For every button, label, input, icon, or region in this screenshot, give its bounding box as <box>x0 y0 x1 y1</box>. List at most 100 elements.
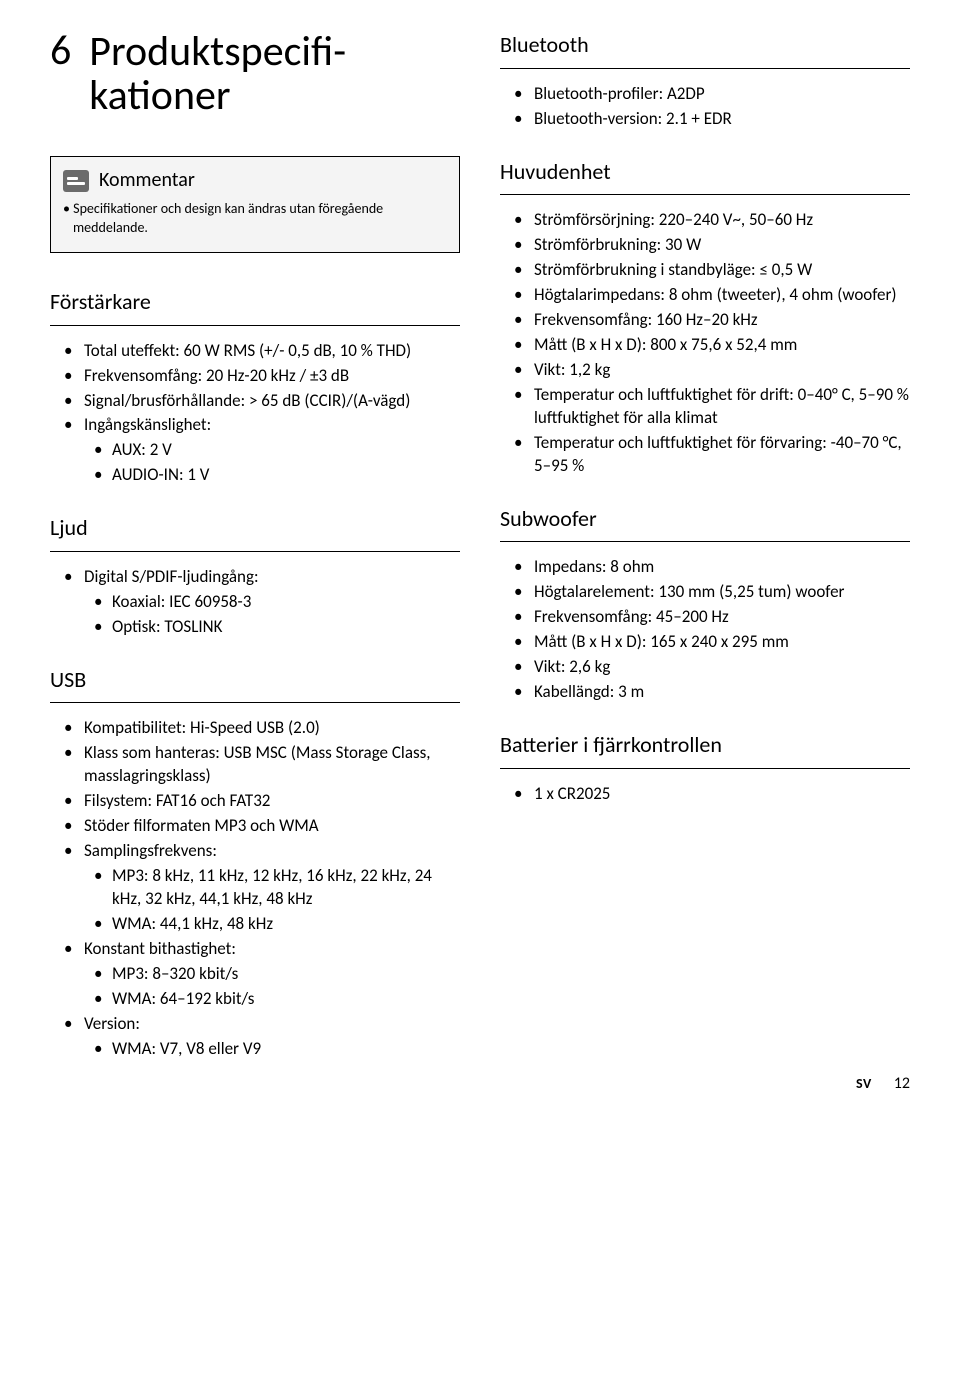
spec-item: Vikt: 2,6 kg <box>500 656 910 679</box>
spec-subitem: Koaxial: IEC 60958-3 <box>84 591 460 614</box>
section-rule <box>500 541 910 542</box>
spec-item: Högtalarelement: 130 mm (5,25 tum) woofe… <box>500 581 910 604</box>
spec-sublist: WMA: V7, V8 eller V9 <box>84 1038 460 1061</box>
spec-item: Kompatibilitet: Hi-Speed USB (2.0) <box>50 717 460 740</box>
spec-item-text: Högtalarelement: 130 mm (5,25 tum) woofe… <box>534 581 844 602</box>
spec-item: Temperatur och luftfuktighet för förvari… <box>500 432 910 478</box>
spec-list: Bluetooth-profiler: A2DP Bluetooth-versio… <box>500 83 910 131</box>
spec-subitem: AUX: 2 V <box>84 439 460 462</box>
section-title: Bluetooth <box>500 30 910 60</box>
spec-item-text: Bluetooth-profiler: A2DP <box>534 83 705 104</box>
spec-item-text: Strömförbrukning i standbyläge: ≤ 0,5 W <box>534 259 812 280</box>
page-footer: SV 12 <box>856 1073 910 1095</box>
note-title: Kommentar <box>99 167 195 194</box>
footer-lang: SV <box>856 1075 872 1094</box>
spec-item: Strömförbrukning: 30 W <box>500 234 910 257</box>
spec-item: Total uteffekt: 60 W RMS (+/- 0,5 dB, 10… <box>50 340 460 363</box>
section-title: Subwoofer <box>500 504 910 534</box>
spec-subitem: Optisk: TOSLINK <box>84 616 460 639</box>
spec-item-text: 1 x CR2025 <box>534 783 610 804</box>
spec-list: Digital S/PDIF-ljudingång: Koaxial: IEC 6… <box>50 566 460 639</box>
spec-subitem: WMA: 44,1 kHz, 48 kHz <box>84 913 460 936</box>
section-title: Huvudenhet <box>500 157 910 187</box>
section-rule <box>500 68 910 69</box>
spec-item-text: Konstant bithastighet: <box>84 938 236 959</box>
note-text: Specifikationer och design kan ändras ut… <box>63 200 447 238</box>
spec-item-text: Frekvensomfång: 160 Hz–20 kHz <box>534 309 758 330</box>
chapter-title: Produktspecifi- kationer <box>89 30 346 118</box>
spec-subitem: AUDIO-IN: 1 V <box>84 464 460 487</box>
note-icon <box>63 170 89 192</box>
section-rule <box>500 194 910 195</box>
spec-item: Konstant bithastighet: MP3: 8–320 kbit/sW… <box>50 938 460 1011</box>
spec-item-text: Filsystem: FAT16 och FAT32 <box>84 790 270 811</box>
spec-item: Vikt: 1,2 kg <box>500 359 910 382</box>
spec-item: Mått (B x H x D): 165 x 240 x 295 mm <box>500 631 910 654</box>
section-rule <box>50 702 460 703</box>
section-title: Ljud <box>50 513 460 543</box>
spec-sublist: MP3: 8–320 kbit/sWMA: 64–192 kbit/s <box>84 963 460 1011</box>
chapter-number: 6 <box>50 30 71 72</box>
spec-item: 1 x CR2025 <box>500 783 910 806</box>
section-rule <box>500 768 910 769</box>
spec-item-text: Frekvensomfång: 20 Hz-20 kHz / ±3 dB <box>84 365 349 386</box>
spec-item-text: Signal/brusförhållande: > 65 dB (CCIR)/(… <box>84 390 410 411</box>
spec-item: Samplingsfrekvens: MP3: 8 kHz, 11 kHz, 12… <box>50 840 460 936</box>
spec-item: Strömförsörjning: 220–240 V~, 50–60 Hz <box>500 209 910 232</box>
spec-item: Frekvensomfång: 20 Hz-20 kHz / ±3 dB <box>50 365 460 388</box>
spec-item-text: Impedans: 8 ohm <box>534 556 654 577</box>
section-rule <box>50 551 460 552</box>
spec-item-text: Version: <box>84 1013 140 1034</box>
spec-item: Digital S/PDIF-ljudingång: Koaxial: IEC 6… <box>50 566 460 639</box>
spec-item-text: Kompatibilitet: Hi-Speed USB (2.0) <box>84 717 320 738</box>
spec-sublist: Koaxial: IEC 60958-3Optisk: TOSLINK <box>84 591 460 639</box>
spec-item: Ingångskänslighet: AUX: 2 VAUDIO-IN: 1 V <box>50 414 460 487</box>
spec-item-text: Klass som hanteras: USB MSC (Mass Storag… <box>84 742 431 786</box>
section-title: Batterier i fjärrkontrollen <box>500 730 910 760</box>
footer-page: 12 <box>894 1073 910 1095</box>
chapter-title-line2: kationer <box>89 70 230 121</box>
spec-item: Bluetooth-version: 2.1 + EDR <box>500 108 910 131</box>
spec-item-text: Temperatur och luftfuktighet för förvari… <box>534 432 902 476</box>
spec-subitem: MP3: 8 kHz, 11 kHz, 12 kHz, 16 kHz, 22 k… <box>84 865 460 911</box>
spec-item: Version: WMA: V7, V8 eller V9 <box>50 1013 460 1061</box>
spec-subitem: MP3: 8–320 kbit/s <box>84 963 460 986</box>
spec-item: Impedans: 8 ohm <box>500 556 910 579</box>
spec-item: Stöder filformaten MP3 och WMA <box>50 815 460 838</box>
section-title: Förstärkare <box>50 287 460 317</box>
spec-item-text: Digital S/PDIF-ljudingång: <box>84 566 259 587</box>
spec-item-text: Ingångskänslighet: <box>84 414 211 435</box>
spec-item-text: Total uteffekt: 60 W RMS (+/- 0,5 dB, 10… <box>84 340 411 361</box>
spec-item-text: Bluetooth-version: 2.1 + EDR <box>534 108 732 129</box>
spec-item: Bluetooth-profiler: A2DP <box>500 83 910 106</box>
spec-item-text: Mått (B x H x D): 165 x 240 x 295 mm <box>534 631 789 652</box>
spec-item: Mått (B x H x D): 800 x 75,6 x 52,4 mm <box>500 334 910 357</box>
spec-item: Frekvensomfång: 45–200 Hz <box>500 606 910 629</box>
chapter-heading: 6 Produktspecifi- kationer <box>50 30 460 118</box>
spec-item: Signal/brusförhållande: > 65 dB (CCIR)/(… <box>50 390 460 413</box>
section-rule <box>50 325 460 326</box>
spec-subitem: WMA: V7, V8 eller V9 <box>84 1038 460 1061</box>
spec-item-text: Strömförsörjning: 220–240 V~, 50–60 Hz <box>534 209 813 230</box>
spec-subitem: WMA: 64–192 kbit/s <box>84 988 460 1011</box>
spec-item: Frekvensomfång: 160 Hz–20 kHz <box>500 309 910 332</box>
spec-item: Klass som hanteras: USB MSC (Mass Storag… <box>50 742 460 788</box>
spec-list: Kompatibilitet: Hi-Speed USB (2.0) Klass … <box>50 717 460 1060</box>
spec-item-text: Vikt: 1,2 kg <box>534 359 610 380</box>
spec-list: 1 x CR2025 <box>500 783 910 806</box>
note-box: Kommentar Specifikationer och design kan… <box>50 156 460 253</box>
spec-item: Temperatur och luftfuktighet för drift: … <box>500 384 910 430</box>
spec-item-text: Frekvensomfång: 45–200 Hz <box>534 606 729 627</box>
spec-item: Högtalarimpedans: 8 ohm (tweeter), 4 ohm… <box>500 284 910 307</box>
spec-item-text: Strömförbrukning: 30 W <box>534 234 701 255</box>
spec-item: Kabellängd: 3 m <box>500 681 910 704</box>
spec-item: Strömförbrukning i standbyläge: ≤ 0,5 W <box>500 259 910 282</box>
spec-item-text: Samplingsfrekvens: <box>84 840 217 861</box>
spec-list: Total uteffekt: 60 W RMS (+/- 0,5 dB, 10… <box>50 340 460 488</box>
section-title: USB <box>50 665 460 695</box>
spec-sublist: AUX: 2 VAUDIO-IN: 1 V <box>84 439 460 487</box>
spec-list: Strömförsörjning: 220–240 V~, 50–60 Hz St… <box>500 209 910 477</box>
spec-item-text: Kabellängd: 3 m <box>534 681 644 702</box>
spec-item: Filsystem: FAT16 och FAT32 <box>50 790 460 813</box>
spec-sublist: MP3: 8 kHz, 11 kHz, 12 kHz, 16 kHz, 22 k… <box>84 865 460 936</box>
